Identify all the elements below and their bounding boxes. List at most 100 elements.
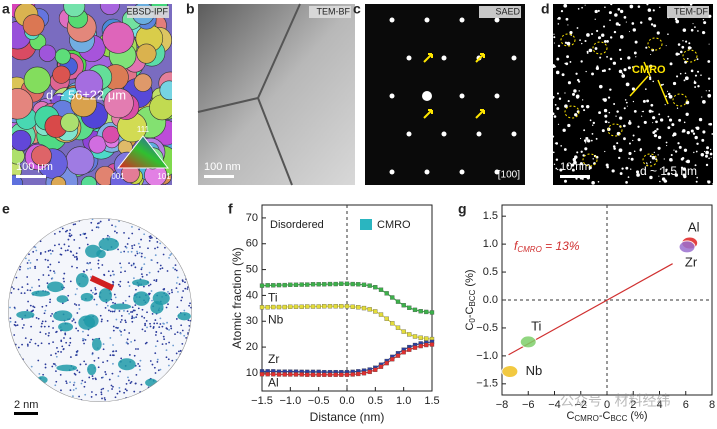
atom <box>170 252 173 255</box>
atom <box>135 219 138 222</box>
speck <box>621 72 624 75</box>
cluster-circle <box>564 105 580 119</box>
panel-letter: a <box>2 1 10 17</box>
grain <box>102 21 135 54</box>
atom <box>75 387 77 390</box>
atom <box>159 267 162 270</box>
atom <box>149 235 152 238</box>
atom <box>140 273 143 276</box>
atom <box>50 398 53 401</box>
arrow <box>475 109 485 119</box>
atom <box>75 255 78 258</box>
atom <box>180 378 183 381</box>
roi-cylinder <box>89 275 115 291</box>
point-label: Zr <box>685 254 698 269</box>
speck <box>634 40 638 44</box>
atom <box>119 285 122 288</box>
speck <box>650 103 654 107</box>
speck <box>557 23 560 25</box>
atom <box>67 245 70 248</box>
speck <box>702 31 706 35</box>
marker <box>299 282 304 287</box>
speck <box>567 100 570 103</box>
speck <box>637 138 641 142</box>
diffraction-spot <box>389 93 395 99</box>
atom <box>166 270 169 272</box>
atom <box>70 234 73 237</box>
atom <box>69 280 72 283</box>
speck <box>685 112 689 116</box>
speck <box>625 181 628 184</box>
atom <box>52 320 54 323</box>
atom <box>111 224 113 227</box>
ipf-label: 101 <box>157 172 171 181</box>
speck <box>564 92 566 94</box>
atom <box>50 354 52 357</box>
atom <box>146 326 148 329</box>
speck <box>555 70 560 75</box>
speck <box>689 4 693 6</box>
atom <box>124 245 127 248</box>
speck <box>707 93 712 98</box>
speck <box>678 53 680 56</box>
label-part: C <box>464 323 476 331</box>
atom <box>24 250 26 253</box>
x-tick-label: 0.0 <box>339 395 354 407</box>
speck <box>585 137 587 139</box>
atom <box>128 295 131 298</box>
speck <box>633 109 637 113</box>
atom <box>155 331 158 333</box>
diffraction-spot <box>389 169 395 175</box>
atom <box>111 354 114 357</box>
speck <box>609 57 613 61</box>
zone-axis: [100] <box>498 170 520 181</box>
atom <box>143 233 146 236</box>
atom <box>59 373 62 376</box>
speck <box>668 92 671 96</box>
atom <box>21 286 24 289</box>
atom <box>144 330 146 332</box>
atom <box>69 337 72 340</box>
speck <box>564 41 568 44</box>
speck <box>639 21 643 24</box>
atom <box>24 218 27 220</box>
atom <box>9 281 12 284</box>
atom <box>130 250 133 253</box>
atom <box>9 365 11 368</box>
x-tick-label: −0.5 <box>308 395 330 407</box>
cmro-cluster <box>80 292 94 302</box>
atom <box>186 224 189 227</box>
atom <box>172 232 175 235</box>
speck <box>703 21 707 25</box>
atom <box>117 248 119 251</box>
atom <box>40 342 43 345</box>
speck <box>598 111 602 115</box>
atom <box>112 344 114 346</box>
speck <box>700 153 705 157</box>
marker <box>350 304 355 309</box>
atom <box>65 380 68 383</box>
atom <box>16 366 19 369</box>
speck <box>575 72 578 75</box>
atom <box>149 237 152 240</box>
atom <box>47 334 50 337</box>
marker <box>418 343 423 349</box>
atom <box>169 254 172 257</box>
grain <box>31 145 52 166</box>
atom <box>179 332 182 335</box>
speck <box>675 52 679 56</box>
speck <box>678 118 682 122</box>
marker <box>412 307 418 313</box>
marker <box>344 372 350 377</box>
speck <box>646 163 648 165</box>
atom <box>97 262 100 265</box>
atom <box>137 348 139 350</box>
marker <box>378 287 384 292</box>
marker <box>367 307 372 312</box>
marker <box>367 369 372 375</box>
atom <box>38 384 41 387</box>
marker <box>390 295 395 300</box>
atom <box>161 325 164 328</box>
atom <box>8 371 10 374</box>
speck <box>690 69 694 73</box>
